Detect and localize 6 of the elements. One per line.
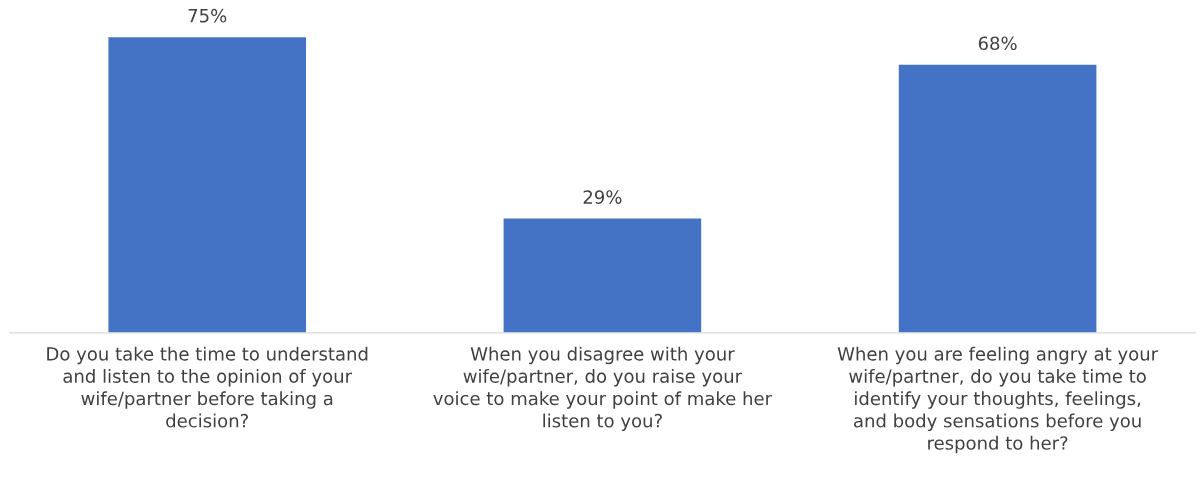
x-tick-label: Do you take the time to understand and listen to the opinion of your wife/partner before taking a decision?	[47, 346, 368, 428]
data-label: 68%	[978, 36, 1017, 51]
x-tick-label: When you are feeling angry at your wife/partner, do you take time to identify your thoughts, feelings, and body sensations before you respond to her?	[837, 346, 1159, 454]
data-label: 29%	[583, 190, 622, 204]
data-label: 75%	[188, 8, 227, 23]
x-tick-label: When you disagree with your wife/partner, do you raise your voice to make your point of make her listen to you?	[433, 346, 773, 432]
